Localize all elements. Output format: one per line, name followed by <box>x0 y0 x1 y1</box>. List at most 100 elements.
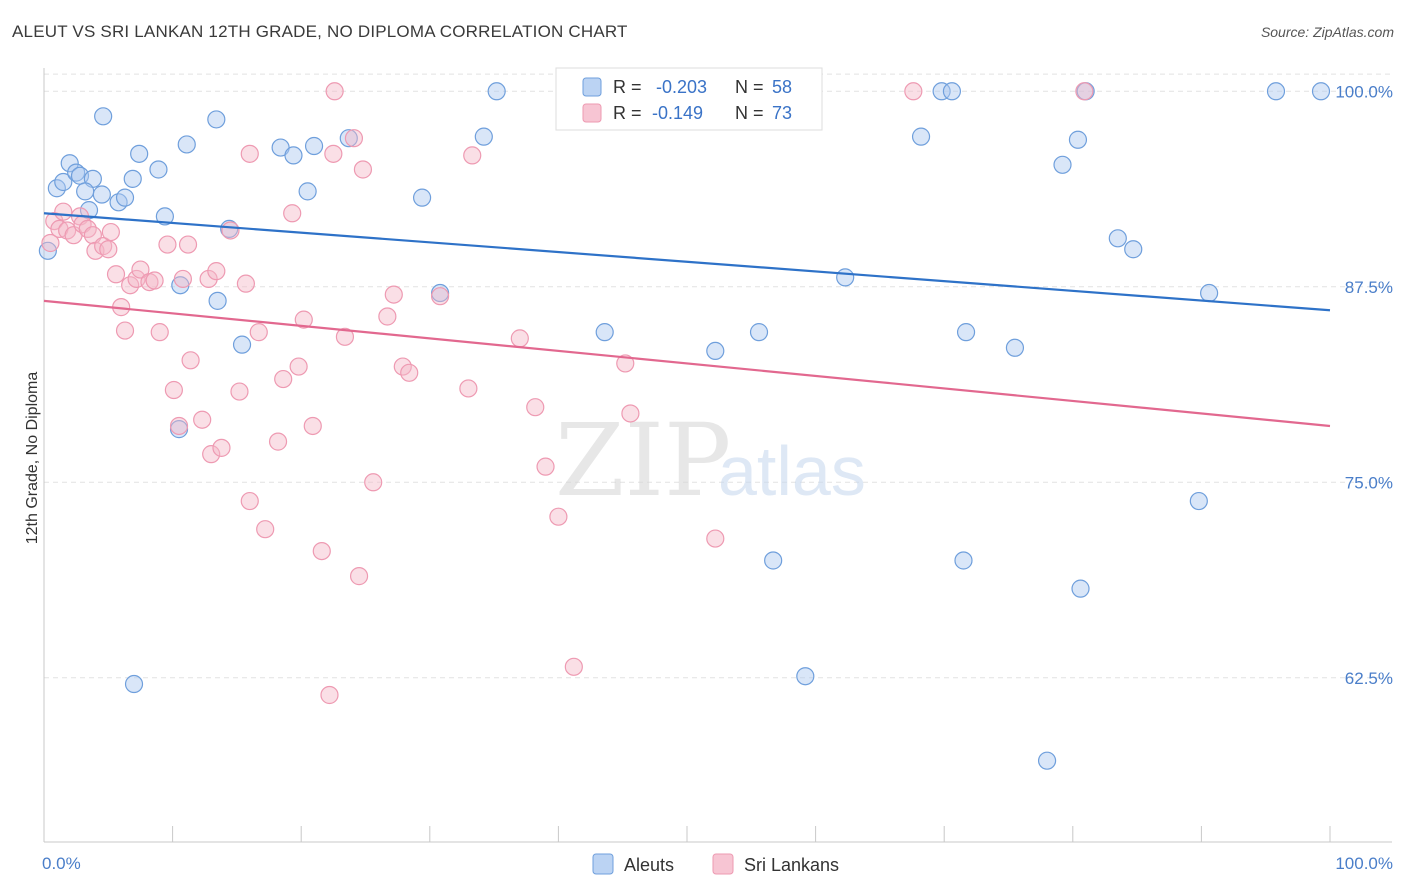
sri-lankan-point <box>378 307 397 326</box>
aleut-point <box>284 146 303 165</box>
sri-lankan-point <box>268 432 288 451</box>
aleut-point <box>796 667 815 686</box>
aleut-point <box>124 674 144 694</box>
legend-swatch-aleuts <box>592 853 614 875</box>
sri-lankan-point <box>240 144 259 163</box>
aleut-point <box>595 323 614 342</box>
sri-lankan-point <box>349 567 369 586</box>
aleut-point <box>130 144 149 163</box>
sri-lankan-point <box>212 438 231 457</box>
x-tick-label: 100.0% <box>1335 854 1393 873</box>
sri-lankan-point <box>616 354 635 373</box>
n-value-sri-lankans: 73 <box>772 103 792 123</box>
sri-lankan-point <box>158 235 177 254</box>
sri-lankan-point <box>202 445 221 464</box>
aleut-point <box>487 82 506 101</box>
legend-label-aleuts: Aleuts <box>624 855 674 875</box>
r-value-sri-lankans: -0.149 <box>652 103 703 123</box>
n-label-aleuts: N = <box>735 77 764 97</box>
sri-lankan-point <box>353 160 373 179</box>
aleut-point <box>474 127 493 146</box>
sri-lankan-point <box>236 274 256 293</box>
aleut-point <box>942 82 962 101</box>
aleut-point <box>76 182 95 201</box>
sri-lankan-point <box>344 129 364 148</box>
series-legend: Aleuts Sri Lankans <box>592 853 839 875</box>
sri-lankan-point <box>904 82 923 101</box>
aleut-point <box>836 268 855 287</box>
sri-lankan-point <box>115 321 135 340</box>
sri-lankan-point <box>400 363 419 382</box>
source-label: Source: ZipAtlas.com <box>1260 24 1394 40</box>
aleut-point <box>1071 579 1090 598</box>
sri-lankan-point <box>193 410 212 429</box>
r-label-sri-lankans: R = <box>613 103 642 123</box>
legend-label-sri-lankans: Sri Lankans <box>744 855 839 875</box>
aleut-point <box>1037 751 1057 770</box>
stats-swatch-sri-lankans <box>582 103 602 123</box>
aleut-point <box>177 135 196 154</box>
stats-legend: R = -0.203 N = 58 R = -0.149 N = 73 <box>555 67 823 131</box>
aleut-point <box>706 341 725 361</box>
aleut-point <box>1108 229 1127 248</box>
aleut-point <box>155 207 174 226</box>
aleut-point <box>1200 283 1219 303</box>
sri-lankan-point <box>41 233 60 253</box>
sri-lankan-point <box>364 473 383 492</box>
n-value-aleuts: 58 <box>772 77 792 97</box>
grid-lines <box>44 73 1392 679</box>
sri-lankan-point <box>294 310 313 329</box>
sri-lankan-point <box>240 491 259 511</box>
y-axis-label: 12th Grade, No Diploma <box>24 372 41 545</box>
sri-lankan-point <box>430 287 450 306</box>
sri-lankan-point <box>536 457 555 476</box>
sri-lankan-point <box>303 416 322 436</box>
aleut-point <box>764 551 783 570</box>
y-tick-label: 87.5% <box>1345 278 1393 297</box>
aleut-point <box>932 82 951 101</box>
aleut-point <box>298 182 317 201</box>
sri-lankan-point <box>283 204 302 223</box>
sri-lankan-point <box>1075 82 1094 101</box>
stats-swatch-aleuts <box>582 77 602 97</box>
aleut-point <box>123 169 142 188</box>
aleut-point <box>232 335 252 354</box>
sri-lankan-point <box>621 404 640 423</box>
aleut-point <box>911 127 931 146</box>
sri-lankan-point <box>463 146 482 165</box>
axes <box>43 68 1392 843</box>
scatter-points <box>38 82 1331 770</box>
aleut-point <box>1053 155 1072 174</box>
sri-lankan-point <box>256 520 275 539</box>
sri-lankan-point <box>173 269 192 289</box>
sri-lankan-trend-line <box>43 299 1331 428</box>
aleut-point <box>1124 240 1143 259</box>
sri-lankan-point <box>549 507 568 526</box>
aleut-point <box>207 110 226 129</box>
sri-lankan-point <box>169 416 189 436</box>
aleut-point <box>304 136 324 156</box>
sri-lankan-point <box>335 327 355 346</box>
aleut-point <box>60 154 79 173</box>
sri-lankan-point <box>54 202 73 221</box>
sri-lankan-point <box>526 398 545 417</box>
sri-lankan-point <box>164 380 183 400</box>
tick-labels: 100.0% 87.5% 75.0% 62.5% 0.0% 100.0% <box>42 82 1393 873</box>
aleut-point <box>956 323 976 342</box>
watermark-zip: ZIP <box>555 402 731 519</box>
aleut-point <box>1311 82 1331 101</box>
sri-lankan-point <box>459 379 478 398</box>
aleut-point <box>339 129 358 148</box>
sri-lankan-point <box>274 369 293 389</box>
sri-lankan-point <box>101 222 120 242</box>
sri-lankan-point <box>320 685 339 705</box>
sri-lankan-point <box>230 382 249 401</box>
aleut-point <box>1266 82 1286 101</box>
sri-lankan-point <box>145 271 164 290</box>
aleut-point <box>208 291 227 310</box>
sri-lankan-point <box>181 351 200 370</box>
aleut-point <box>94 107 113 126</box>
sri-lankan-point <box>564 657 583 676</box>
aleut-trend-line <box>43 212 1331 312</box>
